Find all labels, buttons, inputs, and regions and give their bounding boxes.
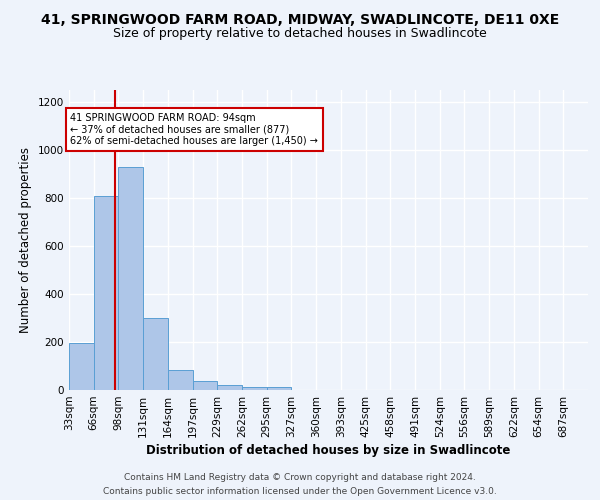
Text: Contains HM Land Registry data © Crown copyright and database right 2024.: Contains HM Land Registry data © Crown c… [124,473,476,482]
Bar [217,385,242,390]
Bar [118,167,143,390]
Text: 41, SPRINGWOOD FARM ROAD, MIDWAY, SWADLINCOTE, DE11 0XE: 41, SPRINGWOOD FARM ROAD, MIDWAY, SWADLI… [41,12,559,26]
Text: 41 SPRINGWOOD FARM ROAD: 94sqm
← 37% of detached houses are smaller (877)
62% of: 41 SPRINGWOOD FARM ROAD: 94sqm ← 37% of … [70,113,319,146]
Bar [267,388,292,390]
X-axis label: Distribution of detached houses by size in Swadlincote: Distribution of detached houses by size … [146,444,511,457]
Text: Size of property relative to detached houses in Swadlincote: Size of property relative to detached ho… [113,28,487,40]
Bar [242,387,267,390]
Bar [69,342,94,390]
Bar [94,196,118,390]
Bar [193,381,217,390]
Y-axis label: Number of detached properties: Number of detached properties [19,147,32,333]
Bar [168,370,193,390]
Text: Contains public sector information licensed under the Open Government Licence v3: Contains public sector information licen… [103,486,497,496]
Bar [143,318,168,390]
